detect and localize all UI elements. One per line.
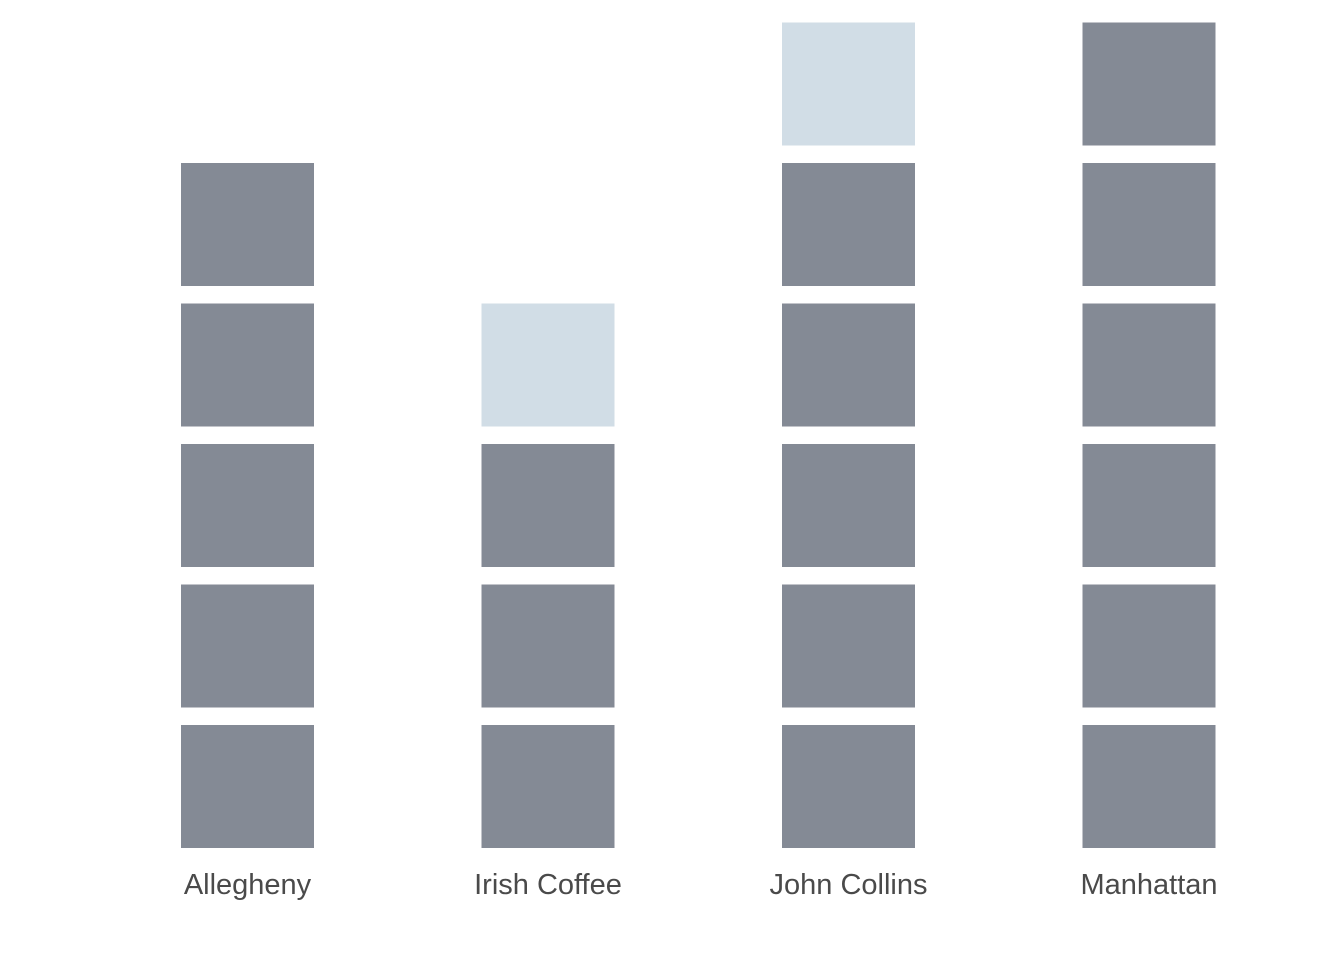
unit-square-john-collins-series2-1: [782, 22, 915, 146]
unit-square-allegheny-series1-4: [181, 303, 314, 427]
chart-marks: [181, 22, 1216, 848]
unit-square-irish-coffee-series1-1: [481, 725, 615, 848]
category-label-manhattan: Manhattan: [1080, 869, 1217, 901]
unit-square-john-collins-series1-4: [782, 303, 915, 427]
unit-square-irish-coffee-series1-3: [481, 444, 615, 567]
category-label-irish-coffee: Irish Coffee: [474, 869, 622, 901]
unit-square-manhattan-series1-6: [1082, 22, 1216, 146]
unit-square-john-collins-series1-3: [782, 444, 915, 567]
unit-square-manhattan-series1-5: [1082, 163, 1216, 286]
unit-square-allegheny-series1-3: [181, 444, 314, 567]
unit-square-allegheny-series1-5: [181, 163, 314, 286]
unit-square-irish-coffee-series1-2: [481, 584, 615, 708]
unit-square-manhattan-series1-2: [1082, 584, 1216, 708]
unit-square-manhattan-series1-1: [1082, 725, 1216, 848]
unit-square-john-collins-series1-2: [782, 584, 915, 708]
unit-square-allegheny-series1-1: [181, 725, 314, 848]
unit-square-john-collins-series1-1: [782, 725, 915, 848]
unit-square-manhattan-series1-4: [1082, 303, 1216, 427]
category-label-john-collins: John Collins: [770, 869, 928, 901]
unit-square-manhattan-series1-3: [1082, 444, 1216, 567]
unit-square-irish-coffee-series2-1: [481, 303, 615, 427]
category-label-allegheny: Allegheny: [184, 869, 312, 901]
unit-square-john-collins-series1-5: [782, 163, 915, 286]
category-labels: Allegheny Irish Coffee John Collins Manhatt…: [184, 869, 1218, 901]
unit-square-allegheny-series1-2: [181, 584, 314, 708]
